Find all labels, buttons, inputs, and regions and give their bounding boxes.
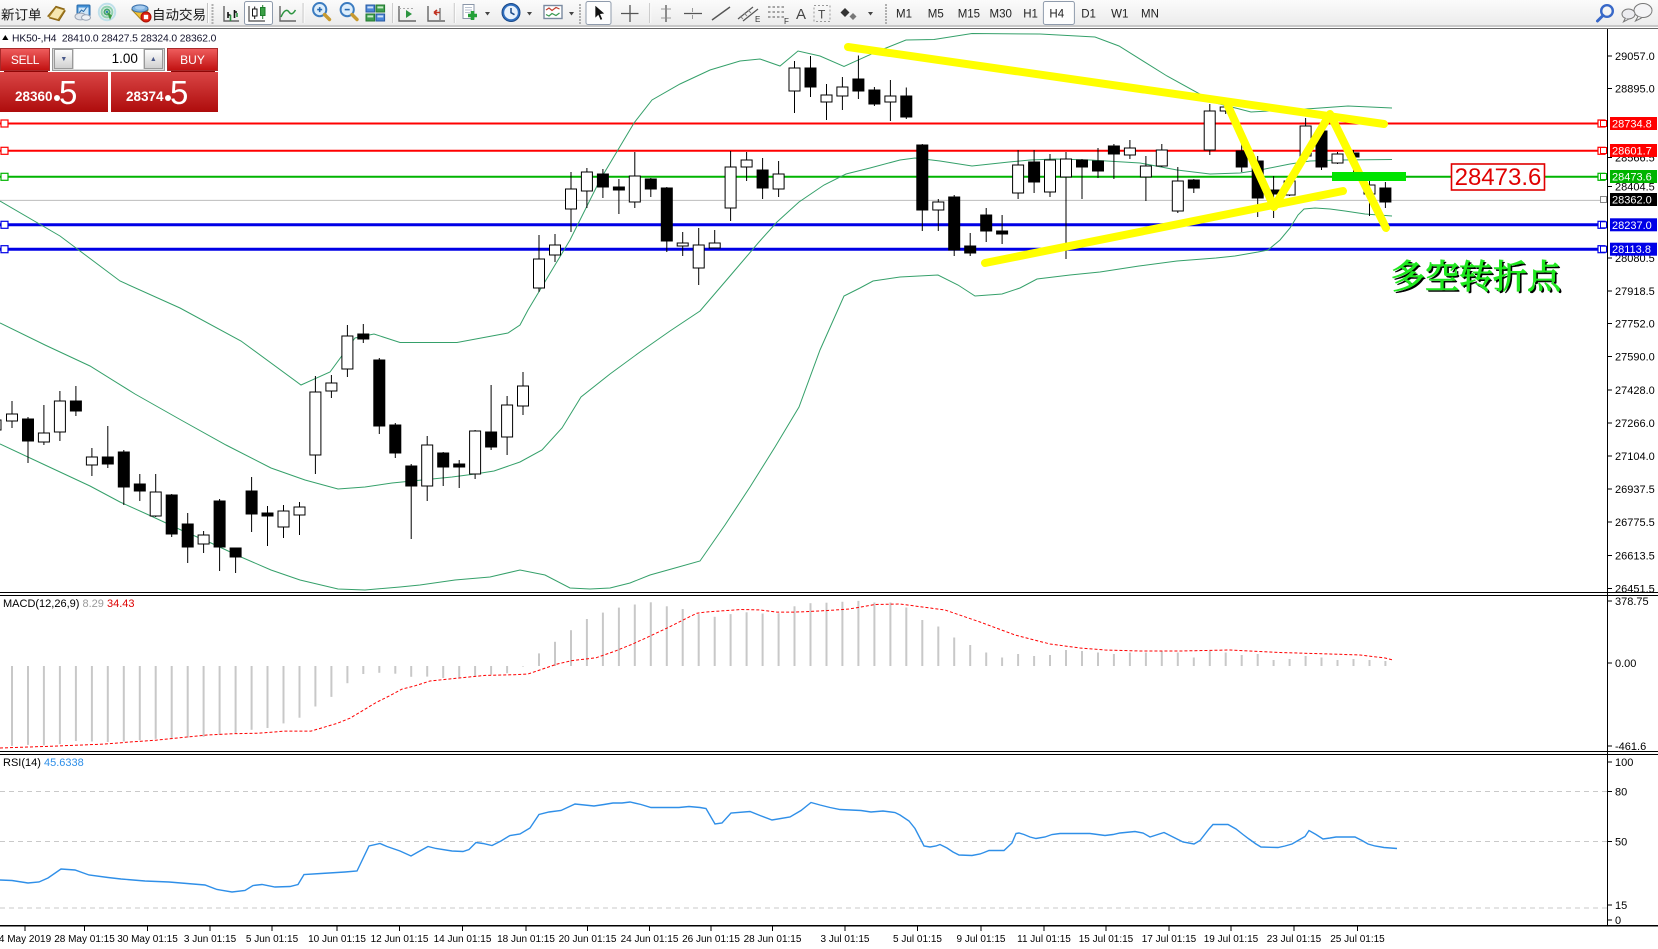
svg-text:E: E (755, 15, 760, 24)
svg-text:378.75: 378.75 (1615, 596, 1649, 608)
svg-text:-461.6: -461.6 (1615, 741, 1646, 753)
svg-text:10 Jun 01:15: 10 Jun 01:15 (308, 934, 366, 945)
svg-text:100: 100 (1615, 757, 1633, 769)
svg-text:27918.5: 27918.5 (1615, 286, 1655, 298)
svg-text:A: A (796, 6, 806, 23)
svg-text:3 Jul 01:15: 3 Jul 01:15 (821, 934, 870, 945)
svg-text:20 Jun 01:15: 20 Jun 01:15 (559, 934, 617, 945)
svg-text:RSI(14) 45.6338: RSI(14) 45.6338 (3, 757, 84, 769)
svg-text:17 Jul 01:15: 17 Jul 01:15 (1142, 934, 1197, 945)
svg-text:28473.6: 28473.6 (1455, 164, 1542, 191)
svg-text:0.00: 0.00 (1615, 658, 1636, 670)
svg-text:0: 0 (1615, 915, 1621, 927)
svg-text:15 Jul 01:15: 15 Jul 01:15 (1079, 934, 1134, 945)
svg-text:9 Jul 01:15: 9 Jul 01:15 (957, 934, 1006, 945)
svg-text:28362.0: 28362.0 (1612, 195, 1652, 207)
svg-text:28113.8: 28113.8 (1612, 244, 1651, 256)
svg-text:28895.0: 28895.0 (1615, 84, 1655, 96)
svg-text:50: 50 (1615, 837, 1627, 849)
svg-text:F: F (784, 17, 789, 26)
svg-text:28404.5: 28404.5 (1615, 182, 1655, 194)
svg-text:M1: M1 (896, 9, 912, 21)
svg-text:30 May 01:15: 30 May 01:15 (117, 934, 178, 945)
svg-text:MN: MN (1141, 9, 1159, 21)
svg-text:26613.5: 26613.5 (1615, 551, 1655, 563)
svg-text:T: T (818, 8, 826, 22)
svg-text:28080.5: 28080.5 (1615, 253, 1655, 265)
svg-text:26937.5: 26937.5 (1615, 484, 1655, 496)
svg-text:27752.0: 27752.0 (1615, 319, 1655, 331)
svg-text:27104.0: 27104.0 (1615, 451, 1655, 463)
svg-text:4 May 2019: 4 May 2019 (0, 934, 52, 945)
svg-text:80: 80 (1615, 787, 1627, 799)
svg-text:15: 15 (1615, 900, 1627, 912)
svg-text:28 May 01:15: 28 May 01:15 (54, 934, 115, 945)
svg-text:18 Jun 01:15: 18 Jun 01:15 (497, 934, 555, 945)
svg-text:M5: M5 (928, 9, 944, 21)
svg-text:28237.0: 28237.0 (1612, 220, 1652, 232)
svg-text:27428.0: 27428.0 (1615, 385, 1655, 397)
svg-text:12 Jun 01:15: 12 Jun 01:15 (371, 934, 429, 945)
svg-text:M30: M30 (990, 9, 1012, 21)
svg-text:M15: M15 (958, 9, 980, 21)
svg-text:27590.0: 27590.0 (1615, 352, 1655, 364)
svg-text:3 Jun 01:15: 3 Jun 01:15 (184, 934, 237, 945)
svg-text:5 Jun 01:15: 5 Jun 01:15 (246, 934, 299, 945)
svg-text:27266.0: 27266.0 (1615, 418, 1655, 430)
svg-text:24 Jun 01:15: 24 Jun 01:15 (621, 934, 679, 945)
svg-text:23 Jul 01:15: 23 Jul 01:15 (1267, 934, 1322, 945)
svg-text:5 Jul 01:15: 5 Jul 01:15 (893, 934, 942, 945)
svg-text:14 Jun 01:15: 14 Jun 01:15 (434, 934, 492, 945)
svg-text:H4: H4 (1049, 9, 1064, 21)
svg-text:26 Jun 01:15: 26 Jun 01:15 (682, 934, 740, 945)
svg-text:W1: W1 (1111, 9, 1128, 21)
svg-text:28601.7: 28601.7 (1612, 146, 1652, 158)
svg-text:26775.5: 26775.5 (1615, 517, 1655, 529)
svg-text:28734.8: 28734.8 (1612, 119, 1652, 131)
svg-text:28473.6: 28473.6 (1612, 172, 1652, 184)
svg-text:11 Jul 01:15: 11 Jul 01:15 (1017, 934, 1071, 945)
svg-text:25 Jul 01:15: 25 Jul 01:15 (1330, 934, 1385, 945)
svg-text:26451.5: 26451.5 (1615, 584, 1655, 596)
svg-text:19 Jul 01:15: 19 Jul 01:15 (1204, 934, 1259, 945)
svg-text:D1: D1 (1081, 9, 1096, 21)
svg-text:HK50-,H4 28410.0 28427.5 2832: HK50-,H4 28410.0 28427.5 28324.0 28362.0 (12, 34, 217, 45)
svg-text:28 Jun 01:15: 28 Jun 01:15 (744, 934, 802, 945)
svg-text:MACD(12,26,9) 8.29 34.43: MACD(12,26,9) 8.29 34.43 (3, 598, 135, 610)
svg-text:H1: H1 (1023, 9, 1038, 21)
svg-text:29057.0: 29057.0 (1615, 51, 1655, 63)
